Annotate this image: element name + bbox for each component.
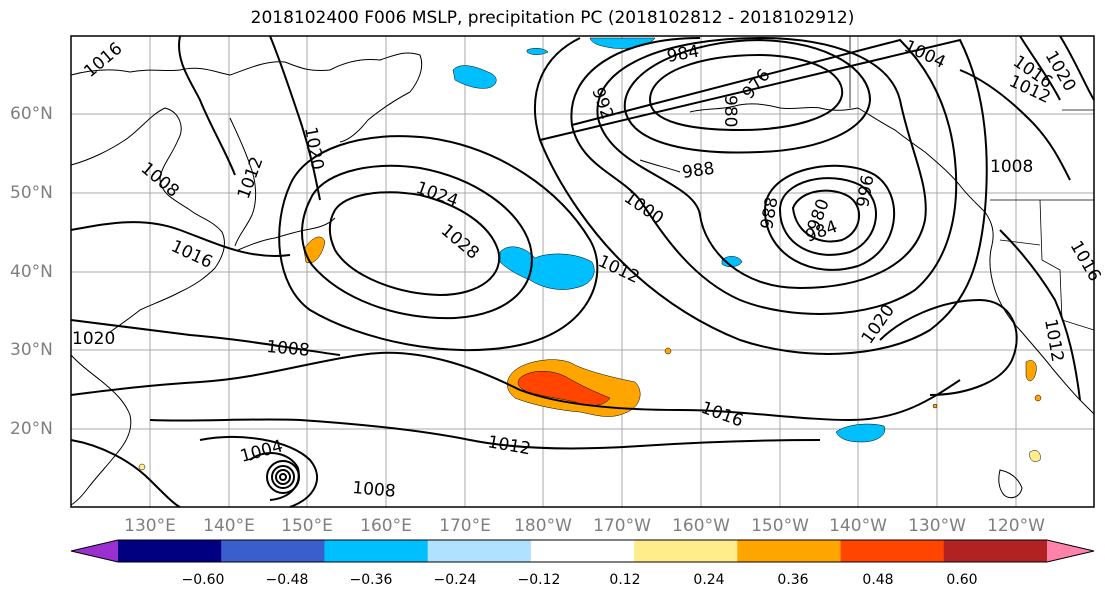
lat-label-40n: 40°N <box>10 262 53 282</box>
graticule <box>71 36 1094 507</box>
lat-label-60n: 60°N <box>10 104 53 124</box>
colorbar-extend-low <box>71 540 118 562</box>
colorbar-swatch <box>530 540 635 562</box>
isobars <box>70 35 1095 508</box>
precip-dot-1 <box>664 347 672 355</box>
colorbar <box>70 539 1095 563</box>
coastlines <box>70 52 1095 506</box>
precip-dot-4 <box>932 403 938 409</box>
lon-label: 170°W <box>593 516 651 536</box>
colorbar-swatch <box>221 540 325 562</box>
lon-label: 140°W <box>829 516 887 536</box>
colorbar-swatch <box>427 540 532 562</box>
isobar-label: 988 <box>681 159 716 183</box>
typhoon-contours <box>266 460 300 494</box>
precip-negative-6 <box>526 48 549 55</box>
lon-label: 150°W <box>751 516 809 536</box>
colorbar-tick-label: −0.60 <box>181 572 225 588</box>
colorbar-swatch <box>943 540 1048 562</box>
lon-label: 160°E <box>360 516 412 536</box>
colorbar-tick-label: −0.24 <box>433 572 477 588</box>
colorbar-swatch <box>634 540 738 562</box>
precip-negative-4 <box>835 423 886 443</box>
lon-label: 120°W <box>987 516 1045 536</box>
colorbar-tick-label: 0.48 <box>862 572 894 588</box>
isobar-label: 1008 <box>266 337 311 361</box>
lon-label: 180°W <box>514 516 572 536</box>
lon-label: 170°E <box>439 516 491 536</box>
colorbar-extend-high <box>1047 540 1094 562</box>
colorbar-tick-label: 0.60 <box>946 572 978 588</box>
borders <box>849 36 1095 331</box>
precip-negative-1 <box>499 246 595 290</box>
precip-dot-3 <box>138 463 146 471</box>
colorbar-tick-label: 0.36 <box>777 572 809 588</box>
lon-label: 160°W <box>672 516 730 536</box>
lon-label: 130°E <box>124 516 176 536</box>
precip-negative-5 <box>721 256 743 267</box>
map-frame <box>70 35 1095 508</box>
colorbar-tick-label: −0.48 <box>265 572 309 588</box>
colorbar-swatch <box>737 540 842 562</box>
colorbar-swatch <box>118 540 222 562</box>
lat-label-50n: 50°N <box>10 183 53 203</box>
colorbar-tick-label: −0.36 <box>349 572 393 588</box>
lon-label: 150°E <box>281 516 333 536</box>
lat-label-20n: 20°N <box>10 419 53 439</box>
precip-positive-3 <box>1025 360 1037 382</box>
precip-shading <box>138 37 1042 471</box>
colorbar-tick-label: 0.24 <box>693 572 725 588</box>
isobar-label: 980 <box>720 95 740 127</box>
map-title: 2018102400 F006 MSLP, precipitation PC (… <box>250 8 855 28</box>
precip-dot-2 <box>1034 394 1042 402</box>
colorbar-swatch <box>840 540 945 562</box>
isobar-label: 1008 <box>990 157 1033 177</box>
lon-label: 140°E <box>203 516 255 536</box>
lat-label-30n: 30°N <box>10 340 53 360</box>
precip-negative-2 <box>452 65 497 89</box>
lon-label: 130°W <box>908 516 966 536</box>
precip-positive-4 <box>1029 450 1041 462</box>
colorbar-swatch <box>324 540 429 562</box>
colorbar-tick-label: 0.12 <box>609 572 641 588</box>
isobar-label: 1020 <box>72 329 115 349</box>
colorbar-outline <box>70 539 1095 563</box>
colorbar-tick-label: −0.12 <box>517 572 561 588</box>
isobar-label: 1008 <box>352 478 397 502</box>
